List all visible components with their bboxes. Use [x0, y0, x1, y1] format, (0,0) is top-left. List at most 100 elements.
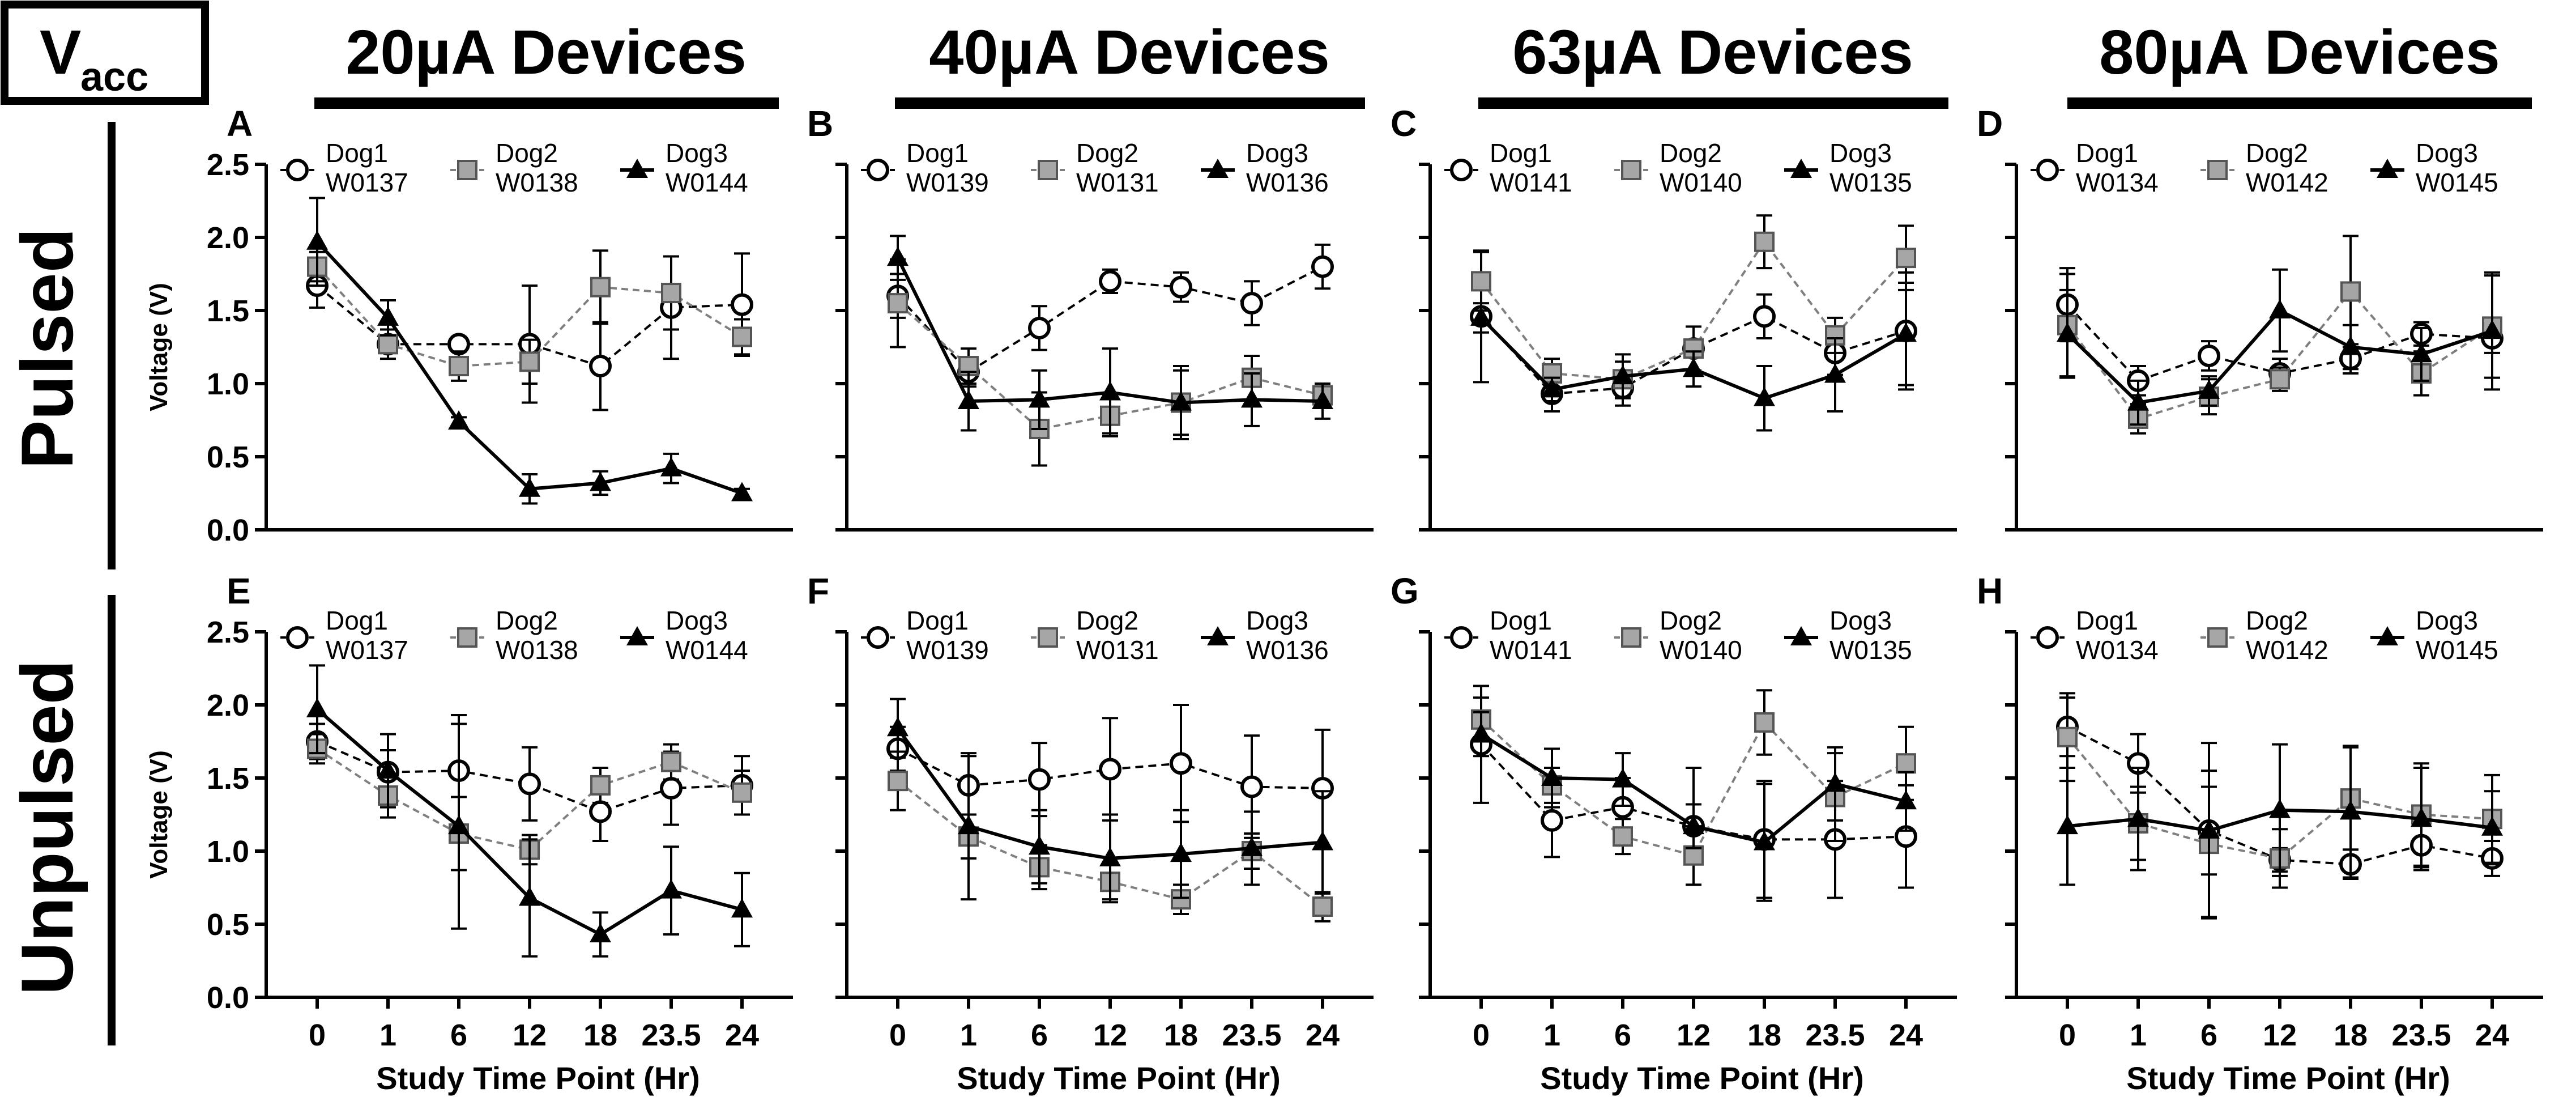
panel-e-legend-device-dog3: W0144	[666, 635, 748, 665]
panel-d-legend-marker-dog3	[2377, 159, 2398, 178]
panel-g-data-point-dog3	[1754, 831, 1775, 851]
panel-c-data-point-dog3	[1683, 358, 1704, 377]
panel-c-data-point-dog3	[1612, 365, 1634, 385]
panel-e-y-tick-label: 1.5	[207, 762, 249, 796]
panel-h-data-point-dog3	[2411, 807, 2432, 827]
panel-c-data-point-dog3	[1824, 363, 1846, 383]
column-title-63ua: 63µA Devices	[1512, 18, 1913, 87]
panel-e-data-point-dog3	[660, 879, 682, 899]
panel-d-data-point-dog3	[2269, 299, 2291, 318]
panel-c-legend-marker-dog1	[1450, 159, 1473, 181]
panel-a-series-dog2	[307, 249, 752, 385]
panel-f-data-point-dog1	[1099, 758, 1121, 781]
panel-a-y-tick-label: 0.0	[207, 513, 249, 547]
panel-d-legend-marker-dog2	[2207, 160, 2228, 180]
panel-f-data-point-dog2	[1312, 896, 1333, 917]
panel-c-legend-device-dog1: W0141	[1490, 168, 1572, 197]
panel-e-data-point-dog1	[518, 772, 541, 796]
panel-e-data-point-dog2	[732, 782, 752, 803]
panel-g-legend-device-dog2: W0140	[1660, 635, 1742, 665]
panel-a-legend-device-dog3: W0144	[666, 168, 748, 197]
panel-e-data-point-dog1	[660, 777, 683, 800]
column-title-40ua: 40µA Devices	[929, 18, 1330, 87]
panel-a-series-dog1	[306, 252, 753, 411]
panel-b-legend-name-dog3: Dog3	[1246, 138, 1308, 168]
panel-e-data-point-dog2	[590, 775, 611, 796]
panel-e-x-tick-label: 12	[513, 1018, 547, 1052]
panel-b-data-point-dog3	[1099, 381, 1121, 401]
panel-c-data-point-dog3	[1895, 322, 1917, 342]
panel-b-data-point-dog3	[1029, 388, 1050, 408]
panel-g-letter: G	[1391, 571, 1419, 611]
panel-a-data-point-dog2	[378, 334, 398, 355]
panel-d-legend-name-dog2: Dog2	[2246, 138, 2308, 168]
panel-h-legend-name-dog2: Dog2	[2246, 606, 2308, 635]
panel-h-x-tick-label: 0	[2059, 1018, 2076, 1052]
panel-f-legend-marker-dog3	[1207, 626, 1229, 645]
panel-g-data-point-dog3	[1683, 815, 1704, 835]
panel-f-x-tick-label: 6	[1031, 1018, 1048, 1052]
panel-h-legend-marker-dog2	[2207, 627, 2228, 648]
column-title-20ua: 20µA Devices	[346, 18, 747, 87]
panel-d-legend-name-dog1: Dog1	[2076, 138, 2138, 168]
panel-e-legend-marker-dog3	[626, 626, 648, 645]
panel-b-legend-marker-dog2	[1038, 160, 1058, 180]
panel-e-x-tick-label: 0	[309, 1018, 326, 1052]
panel-f-data-point-dog1	[1028, 768, 1051, 791]
panel-b-data-point-dog1	[1099, 270, 1121, 293]
panel-h-legend-name-dog1: Dog1	[2076, 606, 2138, 635]
panel-f-data-point-dog2	[888, 771, 908, 792]
panel-f-data-point-dog3	[1312, 831, 1333, 851]
panel-f-letter: F	[807, 571, 829, 611]
panel-a-legend-name-dog3: Dog3	[666, 138, 728, 168]
panel-f-legend-name-dog1: Dog1	[906, 606, 969, 635]
panel-b-letter: B	[807, 103, 833, 144]
panel-g-x-tick-label: 23.5	[1805, 1018, 1865, 1052]
panel-h-x-tick-label: 23.5	[2391, 1018, 2451, 1052]
panel-e-series-dog1	[306, 714, 753, 842]
panel-a-data-point-dog3	[306, 230, 328, 250]
panel-c-letter: C	[1391, 103, 1417, 144]
panel-d-legend-marker-dog1	[2036, 159, 2059, 181]
panel-h-legend-device-dog1: W0134	[2076, 635, 2159, 665]
panel-f-legend-marker-dog1	[867, 626, 889, 649]
panel-h-legend-device-dog2: W0142	[2246, 635, 2328, 665]
panel-e-y-label: Voltage (V)	[145, 750, 173, 879]
panel-a-y-tick-label: 2.0	[207, 221, 249, 255]
panel-g-data-point-dog3	[1824, 772, 1846, 792]
panel-a-legend-marker-dog2	[457, 160, 477, 180]
panel-g-x-tick-label: 0	[1473, 1018, 1490, 1052]
panel-g-data-point-dog2	[1754, 712, 1775, 733]
panel-c-legend-device-dog2: W0140	[1660, 168, 1742, 197]
panel-b-legend-device-dog2: W0131	[1076, 168, 1159, 197]
panel-c-legend-marker-dog3	[1790, 159, 1812, 178]
panel-g-legend-marker-dog2	[1621, 627, 1641, 648]
panel-b-data-point-dog1	[1170, 275, 1192, 299]
panel-f-x-tick-label: 0	[889, 1018, 906, 1052]
panel-f-x-tick-label: 12	[1093, 1018, 1127, 1052]
vacc-badge: V acc	[1, 1, 209, 105]
panel-e-y-tick-label: 0.0	[207, 981, 249, 1015]
panel-g-data-point-dog1	[1541, 809, 1563, 832]
panel-e-data-point-dog3	[377, 759, 399, 779]
panel-b-legend-marker-dog3	[1207, 159, 1229, 178]
panel-a-data-point-dog3	[519, 477, 540, 497]
panel-f-data-point-dog3	[1170, 843, 1192, 862]
panel-a-legend-marker-dog3	[626, 159, 648, 178]
panel-e-y-tick-label: 2.5	[207, 615, 249, 649]
panel-f-data-point-dog3	[887, 717, 909, 737]
panel-a-legend-name-dog2: Dog2	[496, 138, 558, 168]
panel-d-data-point-dog3	[2411, 343, 2432, 363]
panel-c-legend-name-dog3: Dog3	[1829, 138, 1892, 168]
panel-d-data-point-dog3	[2057, 322, 2078, 342]
panel-f-x-tick-label: 23.5	[1222, 1018, 1281, 1052]
panel-d-legend-device-dog3: W0145	[2416, 168, 2498, 197]
panel-c-data-point-dog3	[1754, 386, 1775, 406]
panel-h-data-point-dog3	[2340, 800, 2361, 820]
